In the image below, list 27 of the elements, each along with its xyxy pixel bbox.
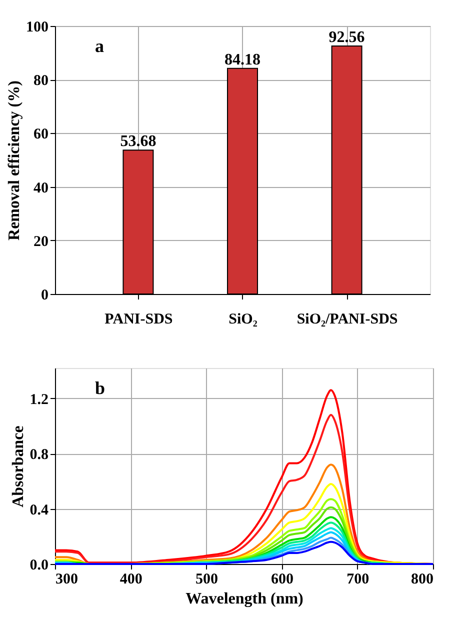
annotation: a (95, 36, 104, 56)
x-tick-label: 600 (271, 572, 294, 588)
x-axis-title: Wavelength (nm) (186, 590, 304, 608)
x-tick-label: PANI-SDS (104, 312, 173, 328)
x-tick-label: SiO₂ (228, 312, 258, 328)
x-tick-label: 500 (195, 572, 218, 588)
y-tick-label: 80 (34, 73, 48, 90)
y-tick-label: 1.2 (30, 392, 48, 408)
data-label: 84.18 (224, 51, 260, 68)
x-tick-label: SiO₂/PANI-SDS (296, 312, 398, 328)
y-tick-label: 60 (34, 126, 48, 143)
data-label: 53.68 (120, 133, 156, 150)
y-tick-label: 20 (34, 234, 48, 250)
data-label: 92.56 (328, 28, 365, 46)
y-axis-title: Absorbance (10, 426, 27, 508)
y-tick-label: 100 (26, 20, 48, 36)
annotation: b (95, 378, 106, 398)
x-tick-label: 300 (56, 572, 78, 588)
y-tick-label: 0 (41, 288, 48, 304)
y-tick-label: 0.4 (30, 502, 49, 518)
x-tick-label: 700 (346, 572, 370, 588)
y-tick-label: 40 (34, 180, 48, 196)
y-tick-label: 0.8 (30, 447, 48, 464)
y-axis-title: Removal efficiency (%) (6, 80, 23, 240)
x-tick-label: 800 (411, 572, 434, 588)
x-tick-label: 400 (120, 572, 142, 588)
y-tick-label: 0.0 (30, 558, 48, 574)
